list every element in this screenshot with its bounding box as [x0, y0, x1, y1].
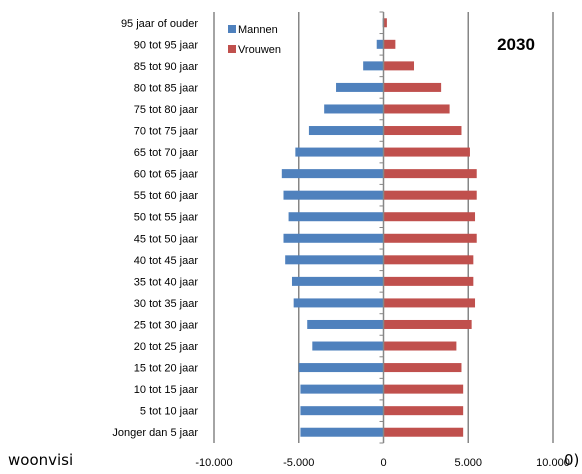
category-label: 60 tot 65 jaar	[134, 169, 199, 181]
category-label: 95 jaar of ouder	[121, 18, 198, 30]
category-label: 65 tot 70 jaar	[134, 147, 199, 159]
bar-vrouwen	[383, 82, 442, 92]
bar-vrouwen	[383, 255, 474, 265]
bar-mannen	[363, 61, 384, 71]
category-label: 30 tot 35 jaar	[134, 298, 199, 310]
bar-mannen	[312, 341, 384, 351]
bar-mannen	[300, 384, 384, 394]
category-label: 85 tot 90 jaar	[134, 61, 199, 73]
category-label: 75 tot 80 jaar	[134, 104, 199, 116]
category-label: 45 tot 50 jaar	[134, 233, 199, 245]
bar-mannen	[285, 255, 384, 265]
category-label: 90 tot 95 jaar	[134, 39, 199, 51]
chart-title: 2030	[497, 35, 535, 54]
axis	[379, 11, 385, 444]
bar-vrouwen	[383, 363, 462, 373]
bar-mannen	[300, 427, 384, 437]
category-label: 80 tot 85 jaar	[134, 82, 199, 94]
category-label: 35 tot 40 jaar	[134, 276, 199, 288]
x-tick-label: 0	[380, 457, 386, 469]
bar-mannen	[336, 82, 384, 92]
bar-mannen	[283, 190, 384, 200]
bar-mannen	[283, 233, 384, 243]
bar-vrouwen	[383, 233, 477, 243]
legend-label-vrouwen: Vrouwen	[238, 44, 281, 56]
bars	[281, 18, 477, 437]
bar-mannen	[298, 363, 384, 373]
category-label: 50 tot 55 jaar	[134, 212, 199, 224]
bar-mannen	[308, 126, 384, 136]
bar-mannen	[291, 276, 384, 286]
bar-mannen	[324, 104, 384, 114]
category-label: 70 tot 75 jaar	[134, 126, 199, 138]
legend-swatch-mannen	[228, 25, 236, 33]
bar-vrouwen	[383, 61, 415, 71]
bar-vrouwen	[383, 212, 476, 222]
x-tick-label: 10.000	[536, 457, 570, 469]
category-label: 5 tot 10 jaar	[140, 406, 198, 418]
legend-swatch-vrouwen	[228, 45, 236, 53]
bar-vrouwen	[383, 39, 396, 49]
x-tick-labels: -10.000 -5.000 0 5.000 10.000	[195, 457, 569, 469]
category-label: 15 tot 20 jaar	[134, 363, 199, 375]
bar-vrouwen	[383, 319, 472, 329]
category-label: Jonger dan 5 jaar	[112, 427, 198, 439]
legend: Mannen Vrouwen	[228, 24, 281, 56]
category-labels: 95 jaar of ouder 90 tot 95 jaar 85 tot 90 …	[112, 18, 198, 439]
bar-vrouwen	[383, 126, 462, 136]
x-tick-label: 5.000	[454, 457, 482, 469]
bar-vrouwen	[383, 169, 477, 179]
category-label: 40 tot 45 jaar	[134, 255, 199, 267]
bar-mannen	[295, 147, 384, 157]
bar-vrouwen	[383, 104, 450, 114]
bar-vrouwen	[383, 298, 476, 308]
bar-mannen	[281, 169, 384, 179]
x-tick-label: -5.000	[283, 457, 314, 469]
bar-vrouwen	[383, 427, 464, 437]
bar-vrouwen	[383, 18, 387, 28]
bar-vrouwen	[383, 147, 470, 157]
footer-text: woonvisi	[8, 451, 74, 469]
category-label: 25 tot 30 jaar	[134, 319, 199, 331]
bar-vrouwen	[383, 276, 474, 286]
bar-vrouwen	[383, 406, 464, 416]
bar-mannen	[288, 212, 384, 222]
x-tick-label: -10.000	[195, 457, 232, 469]
bar-vrouwen	[383, 190, 477, 200]
legend-label-mannen: Mannen	[238, 24, 278, 36]
category-label: 20 tot 25 jaar	[134, 341, 199, 353]
bar-mannen	[293, 298, 384, 308]
category-label: 10 tot 15 jaar	[134, 384, 199, 396]
footer-tail: 0)	[564, 451, 580, 469]
bar-mannen	[300, 406, 384, 416]
bar-mannen	[307, 319, 384, 329]
bar-vrouwen	[383, 341, 457, 351]
bar-mannen	[376, 39, 384, 49]
category-label: 55 tot 60 jaar	[134, 190, 199, 202]
bar-vrouwen	[383, 384, 464, 394]
